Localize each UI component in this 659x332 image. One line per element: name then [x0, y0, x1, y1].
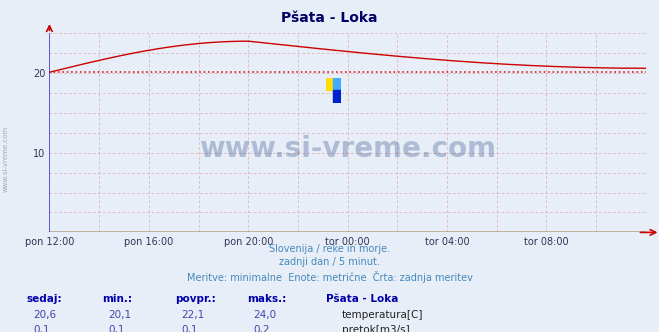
Text: 20,6: 20,6	[33, 310, 56, 320]
Text: www.si-vreme.com: www.si-vreme.com	[199, 135, 496, 163]
Text: 24,0: 24,0	[254, 310, 277, 320]
Text: povpr.:: povpr.:	[175, 294, 215, 304]
Text: temperatura[C]: temperatura[C]	[342, 310, 424, 320]
Text: pretok[m3/s]: pretok[m3/s]	[342, 325, 410, 332]
Text: Pšata - Loka: Pšata - Loka	[281, 11, 378, 25]
Text: min.:: min.:	[102, 294, 132, 304]
Text: maks.:: maks.:	[247, 294, 287, 304]
Text: 20,1: 20,1	[109, 310, 132, 320]
Text: 0,1: 0,1	[33, 325, 49, 332]
Bar	[326, 78, 333, 91]
Bar	[333, 78, 341, 91]
Text: 22,1: 22,1	[181, 310, 204, 320]
Text: zadnji dan / 5 minut.: zadnji dan / 5 minut.	[279, 257, 380, 267]
Text: sedaj:: sedaj:	[26, 294, 62, 304]
Text: 0,2: 0,2	[254, 325, 270, 332]
Text: Slovenija / reke in morje.: Slovenija / reke in morje.	[269, 244, 390, 254]
Text: www.si-vreme.com: www.si-vreme.com	[2, 126, 9, 193]
Text: 0,1: 0,1	[109, 325, 125, 332]
Bar	[333, 91, 341, 103]
Text: 0,1: 0,1	[181, 325, 198, 332]
Text: Pšata - Loka: Pšata - Loka	[326, 294, 399, 304]
Text: Meritve: minimalne  Enote: metrične  Črta: zadnja meritev: Meritve: minimalne Enote: metrične Črta:…	[186, 271, 473, 283]
